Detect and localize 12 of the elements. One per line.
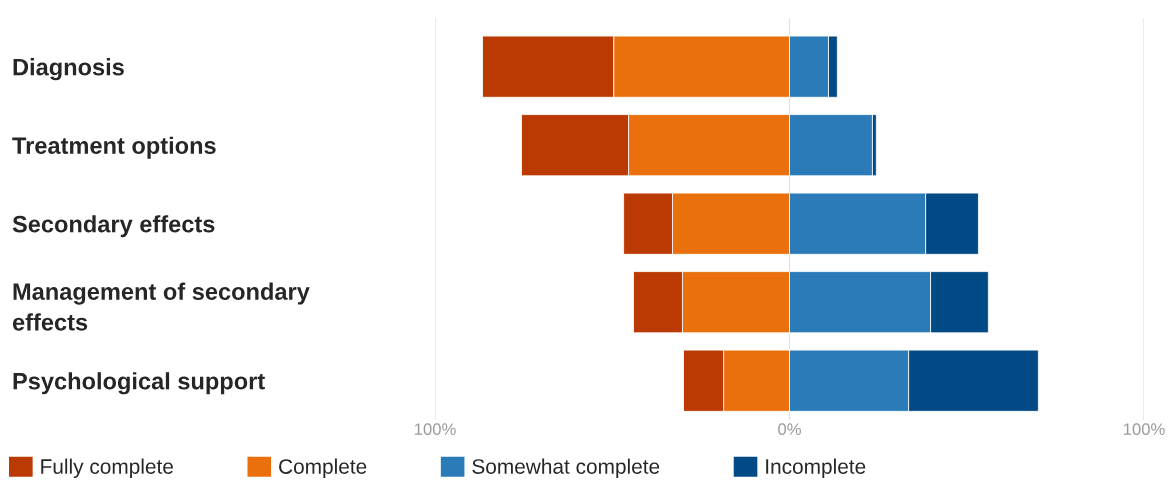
- y-tick-label: Secondary effects: [12, 215, 215, 238]
- legend-label: Fully complete: [41, 458, 173, 478]
- legend-label: Complete: [279, 458, 367, 478]
- y-tick-label: Diagnosis: [13, 58, 124, 81]
- y-tick-label: Psychological support: [13, 372, 265, 395]
- y-tick-label: Management of secondary effects: [12, 282, 310, 331]
- legend-label: Incomplete: [766, 458, 866, 478]
- x-tick-label: 100%: [414, 423, 456, 436]
- y-tick-label: Treatment options: [12, 136, 216, 159]
- legend-label: Somewhat complete: [472, 458, 660, 478]
- x-tick-label: 0%: [778, 423, 801, 436]
- x-tick-label: 100%: [1123, 423, 1165, 436]
